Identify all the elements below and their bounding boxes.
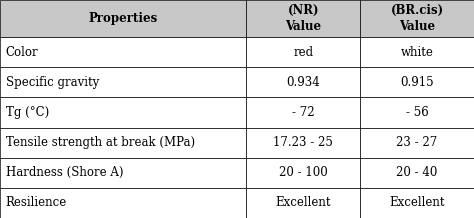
Bar	[246, 97, 360, 128]
Text: 0.915: 0.915	[401, 76, 434, 89]
Text: red: red	[293, 46, 313, 59]
Text: - 56: - 56	[406, 106, 428, 119]
Bar	[360, 97, 474, 128]
Bar	[360, 67, 474, 97]
Bar	[0, 158, 246, 188]
Bar	[246, 158, 360, 188]
Text: - 72: - 72	[292, 106, 315, 119]
Text: Tg (°C): Tg (°C)	[6, 106, 49, 119]
Bar	[0, 67, 246, 97]
Text: 20 - 100: 20 - 100	[279, 166, 328, 179]
Bar	[0, 0, 246, 37]
Bar	[360, 188, 474, 218]
Text: Hardness (Shore A): Hardness (Shore A)	[6, 166, 123, 179]
Text: 20 - 40: 20 - 40	[396, 166, 438, 179]
Text: 17.23 - 25: 17.23 - 25	[273, 136, 333, 149]
Bar	[246, 0, 360, 37]
Bar	[246, 128, 360, 158]
Text: Excellent: Excellent	[275, 196, 331, 209]
Bar	[360, 37, 474, 67]
Bar	[246, 67, 360, 97]
Text: Tensile strength at break (MPa): Tensile strength at break (MPa)	[6, 136, 195, 149]
Text: Color: Color	[6, 46, 38, 59]
Text: 23 - 27: 23 - 27	[396, 136, 438, 149]
Bar	[0, 128, 246, 158]
Bar	[360, 128, 474, 158]
Text: white: white	[401, 46, 434, 59]
Text: Excellent: Excellent	[389, 196, 445, 209]
Text: Resilience: Resilience	[6, 196, 67, 209]
Bar	[246, 37, 360, 67]
Bar	[0, 97, 246, 128]
Bar	[360, 158, 474, 188]
Bar	[0, 37, 246, 67]
Bar	[360, 0, 474, 37]
Text: Specific gravity: Specific gravity	[6, 76, 99, 89]
Text: (BR.cis)
Value: (BR.cis) Value	[391, 4, 444, 33]
Text: (NR)
Value: (NR) Value	[285, 4, 321, 33]
Bar	[246, 188, 360, 218]
Text: 0.934: 0.934	[286, 76, 320, 89]
Text: Properties: Properties	[89, 12, 158, 25]
Bar	[0, 188, 246, 218]
